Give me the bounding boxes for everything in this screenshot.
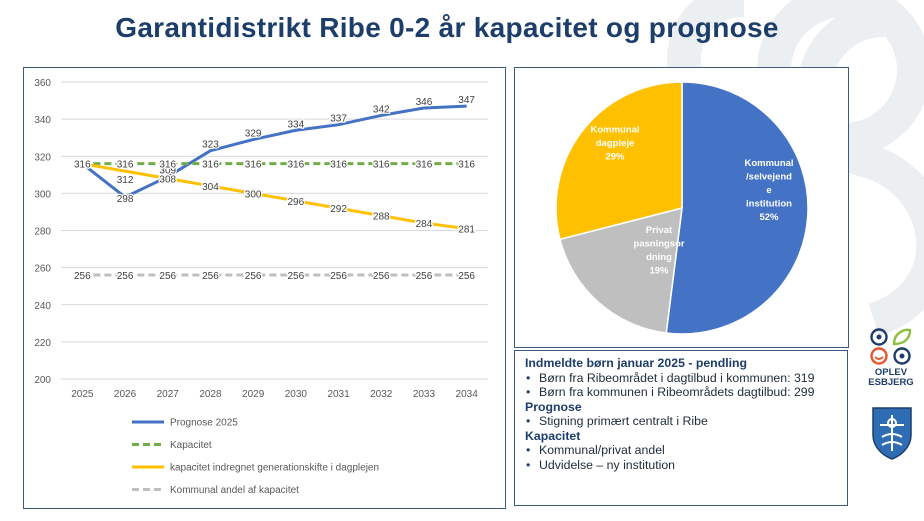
data-label: 256 <box>245 271 262 282</box>
x-tick-label: 2032 <box>370 389 393 400</box>
data-label: 316 <box>117 160 134 171</box>
y-tick-label: 260 <box>34 264 51 275</box>
data-label: 316 <box>458 160 475 171</box>
data-label: 296 <box>288 197 305 208</box>
data-label: 329 <box>245 129 262 140</box>
x-tick-label: 2034 <box>456 389 479 400</box>
x-tick-label: 2030 <box>285 389 308 400</box>
pie-slice-label: Privat <box>646 225 673 236</box>
pie-slice-label: dning <box>646 252 672 263</box>
coat-of-arms-icon <box>872 407 912 460</box>
data-label: 316 <box>74 160 91 171</box>
data-label: 316 <box>74 160 91 171</box>
data-label: 346 <box>416 97 433 108</box>
info-text: Indmeldte børn januar 2025 - pendling Bø… <box>525 356 841 472</box>
y-tick-label: 240 <box>34 301 51 312</box>
pie-slice-label: 29% <box>605 152 625 163</box>
data-label: 316 <box>416 160 433 171</box>
y-tick-label: 300 <box>34 189 51 200</box>
info-item: Børn fra Ribeområdet i dagtilbud i kommu… <box>526 371 841 386</box>
pie-slice-label: dagpleje <box>596 138 635 149</box>
y-tick-label: 220 <box>34 338 51 349</box>
series-line-2 <box>82 162 467 231</box>
info-panel: Indmeldte børn januar 2025 - pendling Bø… <box>514 350 848 506</box>
pie-slice-label: pasningsor <box>633 238 685 249</box>
pie-slice-label: Kommunal <box>590 125 639 136</box>
data-label: 300 <box>245 189 262 200</box>
data-label: 316 <box>373 160 390 171</box>
data-label: 342 <box>373 104 390 115</box>
data-label: 288 <box>373 212 390 223</box>
data-label: 284 <box>416 219 433 230</box>
data-label: 316 <box>159 160 176 171</box>
y-tick-label: 340 <box>34 115 51 126</box>
data-label: 256 <box>458 271 475 282</box>
y-tick-label: 200 <box>34 375 51 386</box>
data-label: 309 <box>159 166 176 177</box>
info-item: Børn fra kommunen i Ribeområdets dagtilb… <box>526 385 841 400</box>
info-item: Stigning primært centralt i Ribe <box>526 414 841 429</box>
pie-slice <box>665 81 809 335</box>
pie-slice-label: e <box>766 185 771 196</box>
pie-chart-panel: Kommunal/selvejend e institution 52% Privat p… <box>514 67 849 348</box>
page-title: Garantidistrikt Ribe 0-2 år kapacitet og… <box>115 12 779 43</box>
legend-label: Kommunal andel af kapacitet <box>170 485 299 496</box>
logo-text-line2: ESBJERG <box>868 377 913 388</box>
x-tick-label: 2025 <box>71 389 94 400</box>
data-label: 298 <box>117 194 134 205</box>
data-label: 304 <box>202 182 219 193</box>
line-chart-panel: 200 220 240 260 280 300 320 340 360 2025 2026 2027 2… <box>23 67 506 509</box>
legend-label: Prognose 2025 <box>170 418 238 429</box>
data-label: 256 <box>330 271 347 282</box>
data-label: 347 <box>458 95 475 106</box>
x-tick-label: 2033 <box>413 389 436 400</box>
data-label: 337 <box>330 114 347 125</box>
y-tick-label: 360 <box>34 78 51 89</box>
info-heading-forecast: Prognose <box>525 399 582 414</box>
data-label: 316 <box>202 160 219 171</box>
legend-label: Kapacitet <box>170 440 212 451</box>
data-label: 316 <box>74 160 91 171</box>
pie-slice-label: /selvejend <box>746 172 792 183</box>
data-label: 312 <box>117 175 134 186</box>
data-label: 281 <box>458 225 475 236</box>
info-heading-enrolled: Indmeldte børn januar 2025 - pendling <box>525 356 748 370</box>
oplev-esbjerg-logo: OPLEV ESBJERG <box>868 328 914 388</box>
pie-slice-label: 52% <box>759 212 779 223</box>
pie-slice <box>559 206 683 334</box>
info-heading-capacity: Kapacitet <box>525 428 581 443</box>
data-label: 308 <box>159 175 176 186</box>
data-label: 256 <box>288 271 305 282</box>
data-label: 256 <box>159 271 176 282</box>
data-label: 292 <box>330 204 347 215</box>
data-label: 256 <box>74 271 91 282</box>
data-label: 256 <box>373 271 390 282</box>
data-label: 316 <box>245 160 262 171</box>
data-label: 256 <box>416 271 433 282</box>
series-line-0 <box>81 104 467 199</box>
x-tick-label: 2028 <box>199 389 222 400</box>
pie-slice-label: institution <box>746 199 792 210</box>
y-tick-label: 280 <box>34 227 51 238</box>
data-label: 316 <box>330 160 347 171</box>
line-chart: 200 220 240 260 280 300 320 340 360 2025 2026 2027 2… <box>34 78 488 496</box>
x-tick-label: 2029 <box>242 389 265 400</box>
pie-slice-label: 19% <box>649 265 669 276</box>
pie-chart: Kommunal/selvejend e institution 52% Privat p… <box>555 81 809 335</box>
logo-text-line1: OPLEV <box>875 367 908 378</box>
data-label: 316 <box>288 160 305 171</box>
data-label: 256 <box>202 271 219 282</box>
info-item: Kommunal/privat andel <box>526 443 841 458</box>
pie-slice <box>555 81 683 241</box>
x-tick-label: 2027 <box>157 389 180 400</box>
x-tick-label: 2026 <box>114 389 137 400</box>
pie-slice-label: Kommunal <box>744 158 793 169</box>
legend-label: kapacitet indregnet generationskifte i d… <box>170 463 379 474</box>
data-label: 334 <box>288 119 305 130</box>
data-label: 256 <box>117 271 134 282</box>
y-tick-label: 320 <box>34 152 51 163</box>
x-tick-label: 2031 <box>327 389 350 400</box>
data-label: 323 <box>202 140 219 151</box>
info-item: Udvidelse – ny institution <box>526 458 841 473</box>
